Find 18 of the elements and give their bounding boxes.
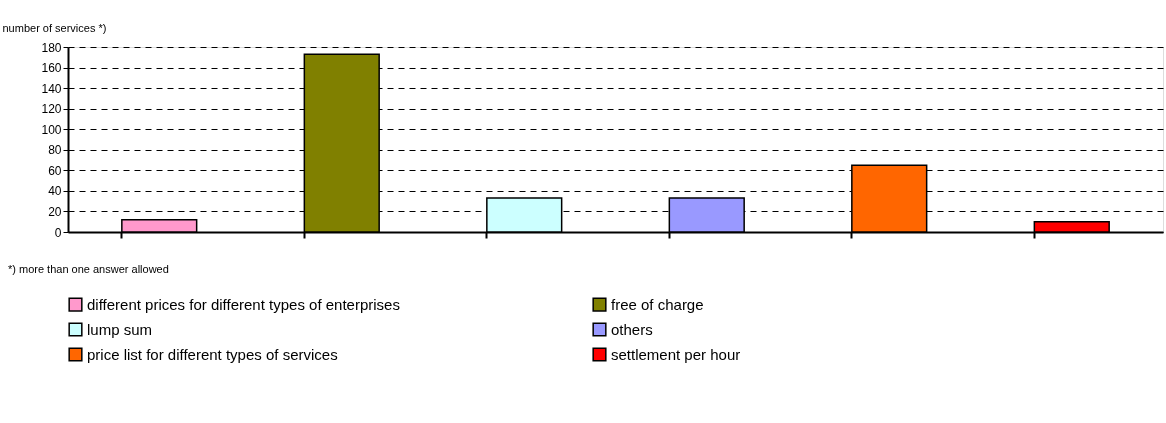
y-tick-label: 80 — [48, 143, 62, 158]
y-tick-label: 180 — [41, 40, 62, 55]
legend-label: others — [611, 320, 653, 338]
y-tick-label: 0 — [54, 225, 62, 240]
y-tick-label: 100 — [41, 122, 62, 137]
text: *) more than one answer allowed — [8, 263, 169, 275]
legend-label: free of charge — [611, 295, 704, 313]
legend-label: lump sum — [87, 320, 153, 338]
y-tick-label: 160 — [41, 61, 62, 76]
y-tick-label: 140 — [41, 81, 62, 96]
y-tick-label: 60 — [48, 163, 62, 178]
y-tick-label: 40 — [48, 184, 62, 199]
y-tick-label: 20 — [48, 204, 62, 219]
y-tick-label: 120 — [41, 102, 62, 117]
legend-label: different prices for different types of enterprises — [87, 295, 400, 313]
legend-label: price list for different types of services — [87, 345, 338, 363]
legend-label: settlement per hour — [611, 345, 741, 363]
y-axis-title: number of services *) — [2, 21, 107, 34]
